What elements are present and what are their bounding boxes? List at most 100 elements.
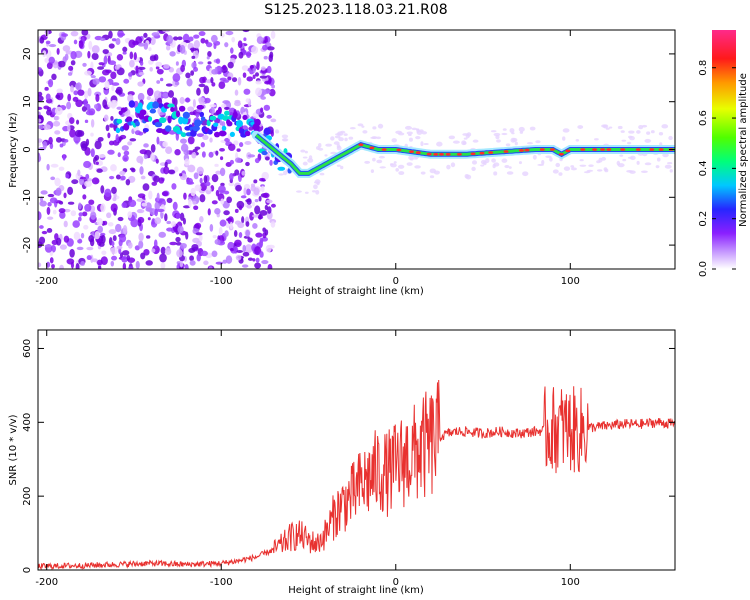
spectrogram-ytick-label: 10 <box>22 95 33 108</box>
spectrogram-speckle <box>108 60 117 66</box>
spectrogram-speckle <box>214 66 218 75</box>
colorbar-tick-label: 0.8 <box>698 60 709 76</box>
spectrogram-speckle <box>137 92 145 102</box>
spectrogram-speckle <box>193 205 199 210</box>
spectrogram-speckle <box>242 244 247 253</box>
spectrogram-speckle <box>262 44 268 51</box>
spectrogram-track-peak <box>358 143 364 147</box>
spectrogram-speckle <box>255 80 262 85</box>
spectrogram-speckle <box>237 76 242 86</box>
spectrogram-speckle <box>163 63 170 69</box>
spectrogram-speckle <box>70 85 74 93</box>
spectrogram-speckle <box>254 72 260 77</box>
spectrogram-speckle <box>177 36 183 41</box>
spectrogram-speckle <box>605 127 610 130</box>
spectrogram-speckle <box>38 236 46 245</box>
spectrogram-speckle <box>76 119 80 125</box>
spectrogram-speckle <box>251 46 259 54</box>
spectrogram-speckle <box>577 125 584 129</box>
spectrogram-ridge-blob <box>138 114 145 120</box>
spectrogram-speckle <box>219 156 224 161</box>
spectrogram-speckle <box>526 142 533 145</box>
spectrogram-speckle <box>254 205 261 215</box>
spectrogram-speckle <box>46 109 53 116</box>
spectrogram-speckle <box>508 166 512 169</box>
spectrogram-speckle <box>38 262 42 268</box>
spectrogram-speckle <box>103 55 108 65</box>
spectrogram-speckle <box>261 259 269 265</box>
spectrogram-speckle <box>138 232 144 242</box>
spectrogram-speckle <box>170 221 176 227</box>
spectrogram-speckle <box>69 117 75 125</box>
spectrogram-speckle <box>225 30 234 36</box>
spectrogram-speckle <box>156 136 160 145</box>
spectrogram-speckle <box>90 118 95 128</box>
snr-xtick-label: 100 <box>561 577 580 588</box>
spectrogram-speckle <box>493 171 498 176</box>
spectrogram-speckle <box>302 161 308 166</box>
spectrogram-speckle <box>229 221 233 230</box>
spectrogram-speckle <box>191 152 197 159</box>
spectrogram-speckle <box>49 257 54 264</box>
spectrogram-speckle <box>246 51 252 59</box>
spectrogram-speckle <box>200 250 208 257</box>
spectrogram-speckle <box>233 230 238 238</box>
spectrogram-speckle <box>502 128 507 131</box>
spectrogram-speckle <box>241 264 249 268</box>
spectrogram-ridge-blob <box>154 121 163 128</box>
spectrogram-speckle <box>186 78 193 87</box>
spectrogram-speckle <box>336 164 341 167</box>
spectrogram-speckle <box>40 190 48 195</box>
spectrogram-speckle <box>465 174 472 180</box>
spectrogram-speckle <box>264 156 270 161</box>
spectrogram-speckle <box>243 88 251 95</box>
spectrogram-speckle <box>125 178 131 186</box>
spectrogram-speckle <box>203 260 209 266</box>
spectrogram-ridge-blob <box>128 100 136 108</box>
spectrogram-speckle <box>165 45 171 51</box>
spectrogram-speckle <box>160 246 166 255</box>
spectrogram-speckle <box>61 33 68 37</box>
spectrogram-ridge-blob <box>175 110 181 118</box>
spectrogram-speckle <box>254 246 262 256</box>
spectrogram-speckle <box>389 163 394 166</box>
spectrogram-ridge-blob <box>149 108 157 114</box>
colorbar-tick-label: 0.6 <box>698 110 709 126</box>
spectrogram-speckle <box>415 128 420 131</box>
spectrogram-speckle <box>115 37 121 45</box>
spectrogram-speckle <box>245 188 251 196</box>
spectrogram-speckle <box>189 111 196 116</box>
spectrogram-ytick-label: 20 <box>22 48 33 61</box>
spectrogram-speckle <box>249 211 255 221</box>
spectrogram-speckle <box>174 81 180 86</box>
spectrogram-ridge-blob <box>242 114 248 121</box>
spectrogram-speckle <box>608 126 613 129</box>
spectrogram-speckle <box>151 218 156 225</box>
spectrogram-speckle <box>97 136 104 142</box>
spectrogram-speckle <box>51 264 55 269</box>
spectrogram-speckle <box>315 189 320 195</box>
spectrogram-speckle <box>349 127 356 130</box>
spectrogram-speckle <box>245 161 250 167</box>
spectrogram-speckle <box>143 32 148 38</box>
spectrogram-speckle <box>201 151 206 158</box>
spectrogram-speckle <box>139 60 144 66</box>
spectrogram-speckle <box>110 115 114 121</box>
spectrogram-speckle <box>65 173 70 179</box>
spectrogram-speckle <box>364 160 371 164</box>
spectrogram-speckle <box>215 261 224 265</box>
spectrogram-speckle <box>107 101 113 108</box>
spectrogram-speckle <box>241 216 245 224</box>
spectrogram-speckle <box>179 212 185 222</box>
spectrogram-speckle <box>490 130 497 133</box>
spectrogram-track-peak <box>409 150 415 153</box>
spectrogram-speckle <box>198 97 205 103</box>
spectrogram-speckle <box>199 177 203 184</box>
spectrogram-speckle <box>505 143 511 147</box>
spectrogram-speckle <box>636 160 640 165</box>
spectrogram-speckle <box>73 231 81 241</box>
spectrogram-speckle <box>222 100 230 104</box>
spectrogram-speckle <box>141 202 148 207</box>
snr-ytick-label: 0 <box>22 567 33 573</box>
spectrogram-speckle <box>85 173 90 180</box>
